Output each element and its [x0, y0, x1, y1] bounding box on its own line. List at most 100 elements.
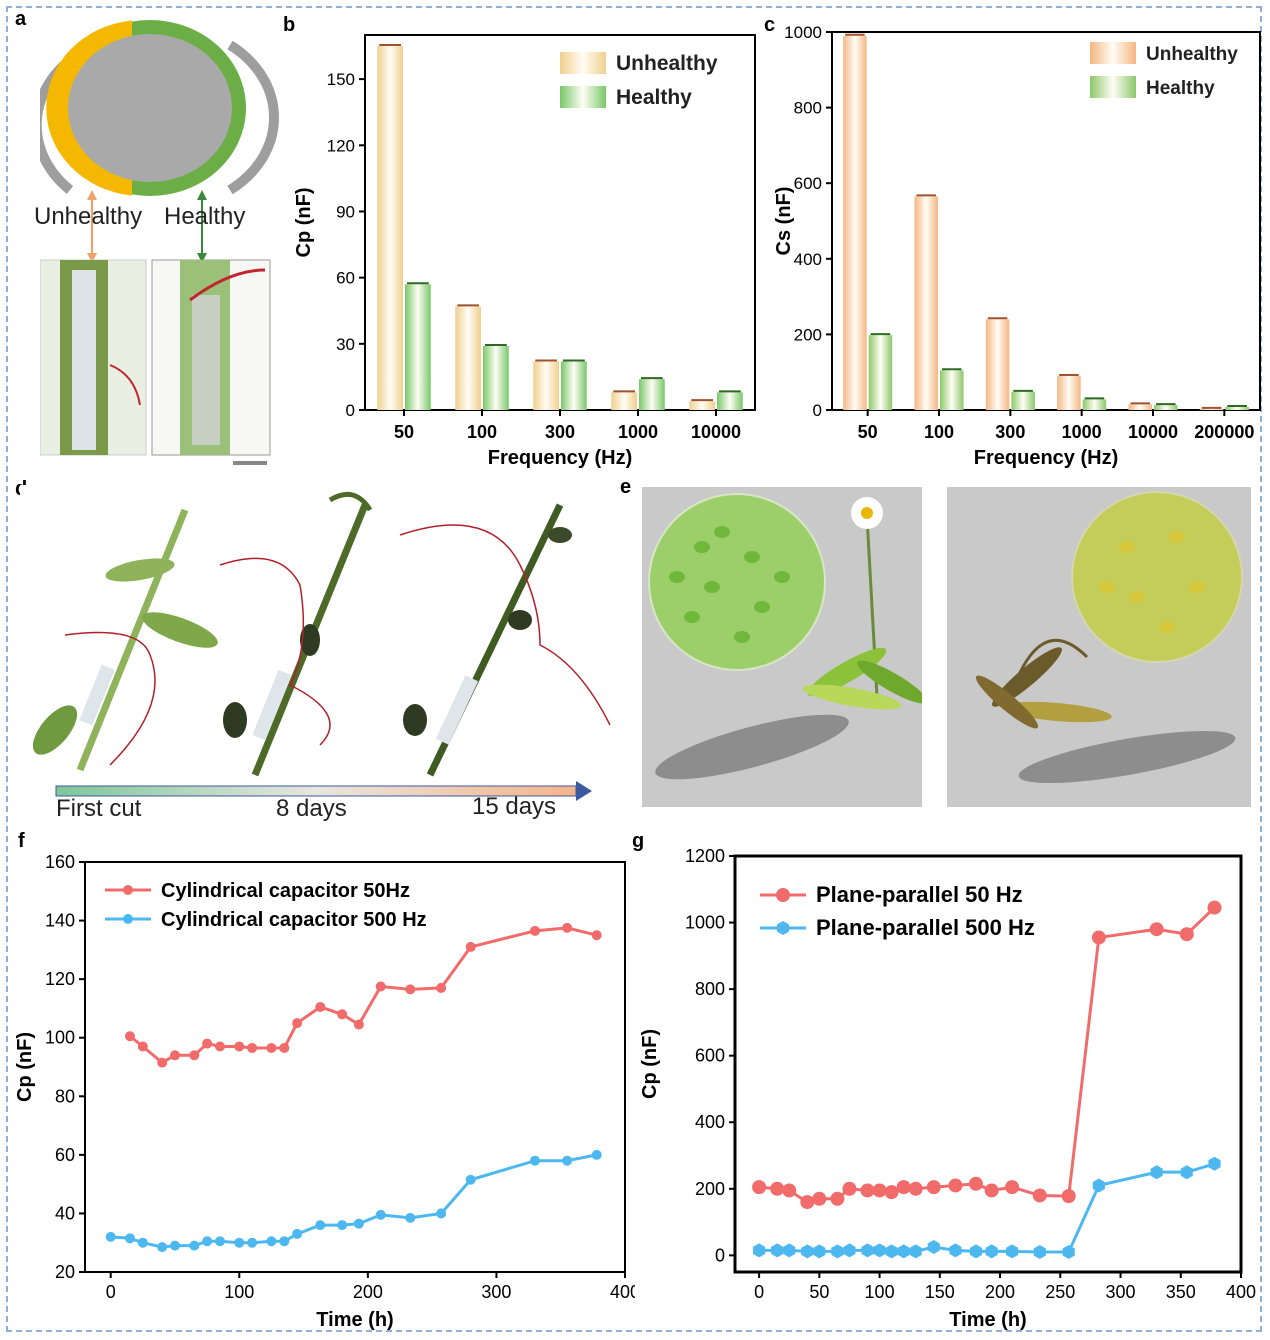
daisy-center	[861, 507, 873, 519]
g-xtick-label: 350	[1166, 1282, 1196, 1302]
c-bar-healthy-10000	[1154, 405, 1178, 410]
f-point-cylindrical-capacitor-500-hz	[591, 1149, 602, 1160]
g-point-plane-parallel-50-hz	[842, 1181, 857, 1196]
stem-1-wire	[64, 631, 156, 766]
unhealthy-plant-render	[947, 487, 1251, 807]
g-point-plane-parallel-500-hz	[1033, 1245, 1046, 1259]
b-xtick-label: 10000	[691, 422, 741, 442]
c-bar-healthy-300	[1011, 391, 1035, 410]
g-point-plane-parallel-50-hz	[830, 1191, 845, 1206]
g-point-plane-parallel-500-hz	[1208, 1156, 1221, 1171]
g-point-plane-parallel-50-hz	[1061, 1189, 1076, 1204]
b-bar-unhealthy-300	[533, 361, 559, 410]
f-point-cylindrical-capacitor-500-hz	[375, 1209, 386, 1220]
g-xtick-label: 100	[865, 1282, 895, 1302]
g-ylabel: Cp (nF)	[640, 1029, 661, 1099]
g-ytick-label: 600	[695, 1046, 725, 1066]
c-bar-healthy-100	[940, 370, 964, 410]
g-point-plane-parallel-50-hz	[1091, 930, 1106, 945]
unhealthy-label: Unhealthy	[34, 203, 143, 230]
f-legend-marker-cylindrical-capacitor-50hz	[123, 885, 133, 895]
figure-frame	[6, 6, 1262, 1332]
healthy-label: Healthy	[164, 203, 246, 230]
g-point-plane-parallel-50-hz	[1032, 1188, 1047, 1203]
g-point-plane-parallel-500-hz	[1150, 1165, 1163, 1180]
c-xtick-label: 10000	[1128, 422, 1178, 442]
f-point-cylindrical-capacitor-50hz	[375, 981, 386, 992]
c-bar-unhealthy-10000	[1128, 404, 1152, 410]
f-point-cylindrical-capacitor-50hz	[137, 1041, 148, 1052]
b-ytick-label: 120	[327, 136, 355, 155]
f-point-cylindrical-capacitor-500-hz	[157, 1242, 168, 1253]
g-point-plane-parallel-50-hz	[860, 1183, 875, 1198]
g-ytick-label: 400	[695, 1112, 725, 1132]
c-legend-swatch-unhealthy	[1090, 42, 1136, 64]
b-bar-unhealthy-1000	[611, 392, 637, 410]
f-point-cylindrical-capacitor-500-hz	[202, 1236, 213, 1247]
f-point-cylindrical-capacitor-50hz	[279, 1042, 290, 1053]
c-xtick-label: 1000	[1062, 422, 1102, 442]
f-point-cylindrical-capacitor-50hz	[315, 1001, 326, 1012]
g-ytick-label: 0	[715, 1245, 725, 1265]
f-xtick-label: 100	[224, 1282, 254, 1302]
g-point-plane-parallel-500-hz	[897, 1244, 910, 1259]
g-point-plane-parallel-500-hz	[873, 1243, 886, 1258]
timeline-label-8-days: 8 days	[276, 795, 347, 822]
b-legend-label-healthy: Healthy	[616, 86, 692, 109]
f-xtick-label: 200	[353, 1282, 383, 1302]
g-point-plane-parallel-50-hz	[908, 1181, 923, 1196]
c-ytick-label: 600	[794, 174, 822, 193]
f-point-cylindrical-capacitor-50hz	[405, 984, 416, 995]
scale-bar	[233, 461, 267, 465]
unhealthy-cell-micrograph	[1071, 491, 1243, 663]
g-point-plane-parallel-500-hz	[1062, 1245, 1075, 1259]
g-xtick-label: 250	[1045, 1282, 1075, 1302]
unhealthy-leaf-3	[975, 675, 1039, 729]
f-point-cylindrical-capacitor-50hz	[215, 1041, 225, 1052]
f-point-cylindrical-capacitor-500-hz	[292, 1228, 303, 1239]
stem-2-dead-leaf	[300, 624, 320, 656]
g-point-plane-parallel-50-hz	[896, 1180, 911, 1195]
g-ytick-label: 200	[695, 1179, 725, 1199]
g-point-plane-parallel-500-hz	[985, 1244, 998, 1259]
healthy-electrode	[192, 295, 220, 445]
unhealthy-chloroplasts	[1099, 531, 1205, 633]
f-point-cylindrical-capacitor-50hz	[465, 941, 476, 952]
g-legend-marker-plane-parallel-500-hz	[776, 921, 790, 935]
g-point-plane-parallel-500-hz	[1180, 1165, 1193, 1180]
timeline-label-15-days: 15 days	[472, 793, 557, 820]
f-point-cylindrical-capacitor-500-hz	[562, 1155, 573, 1166]
f-point-cylindrical-capacitor-50hz	[530, 925, 540, 936]
g-point-plane-parallel-50-hz	[1149, 922, 1164, 937]
healthy-cell-micrograph	[648, 493, 826, 671]
stem-1-leaf-2	[142, 612, 218, 648]
f-point-cylindrical-capacitor-500-hz	[266, 1236, 277, 1247]
b-legend-label-unhealthy: Unhealthy	[616, 52, 718, 75]
c-bar-healthy-200000	[1225, 406, 1249, 410]
f-point-cylindrical-capacitor-500-hz	[353, 1218, 364, 1229]
panel-label-g: g	[632, 830, 645, 852]
c-ytick-label: 1000	[784, 23, 822, 42]
c-xtick-label: 100	[924, 422, 954, 442]
b-xtick-label: 1000	[618, 422, 658, 442]
stem-3-dead-leaf-2	[508, 610, 532, 630]
b-ytick-label: 0	[346, 401, 355, 420]
stem-2-wire	[219, 557, 331, 746]
panel-d-background	[20, 485, 620, 825]
chart-f-cylindrical-line: 0 100 200 300 400 20 40 60 80 100 120 140 160 Time (h…	[15, 852, 635, 1330]
g-point-plane-parallel-50-hz	[948, 1178, 963, 1193]
healthy-chloroplasts	[669, 526, 790, 643]
stem-2-tip	[328, 491, 373, 512]
healthy-arrowhead	[197, 190, 207, 200]
f-point-cylindrical-capacitor-50hz	[202, 1038, 213, 1049]
g-point-plane-parallel-50-hz	[884, 1185, 899, 1200]
b-ytick-label: 90	[336, 202, 355, 221]
panel-label-e: e	[620, 476, 632, 498]
c-ytick-label: 0	[813, 401, 822, 420]
f-point-cylindrical-capacitor-500-hz	[234, 1237, 245, 1248]
g-legend-marker-plane-parallel-50-hz	[776, 888, 790, 902]
g-point-plane-parallel-50-hz	[770, 1181, 785, 1196]
unhealthy-electrode	[72, 270, 96, 450]
b-ytick-label: 60	[336, 269, 355, 288]
g-ytick-label: 1000	[685, 913, 725, 933]
